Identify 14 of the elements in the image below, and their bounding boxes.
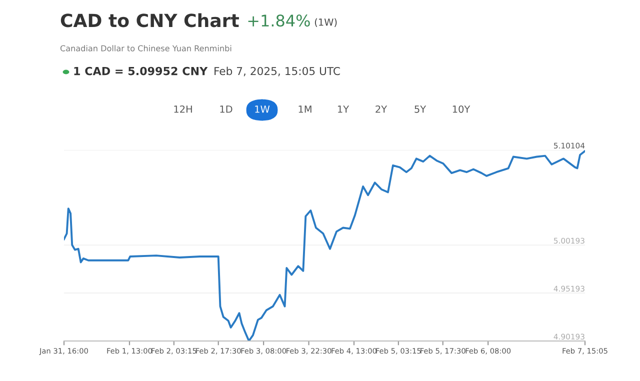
text: 1 CAD = 5.09952 CNY — [74, 66, 208, 76]
text: 1Y — [338, 106, 350, 113]
text: 5Y — [414, 106, 426, 113]
text: (1W) — [314, 18, 337, 27]
text: Feb 7, 2025, 15:05 UTC — [214, 66, 340, 76]
text: 10Y — [452, 105, 470, 113]
text: 12H — [174, 105, 192, 113]
text: 1W — [255, 106, 270, 113]
text: 1M — [298, 106, 312, 113]
text: 2Y — [376, 105, 388, 113]
text: 1D — [220, 106, 232, 113]
chart-title: CAD to CNY Chart — [60, 13, 239, 28]
chart-subtitle: Canadian Dollar to Chinese Yuan Renminbi — [60, 45, 232, 52]
text: +1.84% — [248, 14, 310, 27]
